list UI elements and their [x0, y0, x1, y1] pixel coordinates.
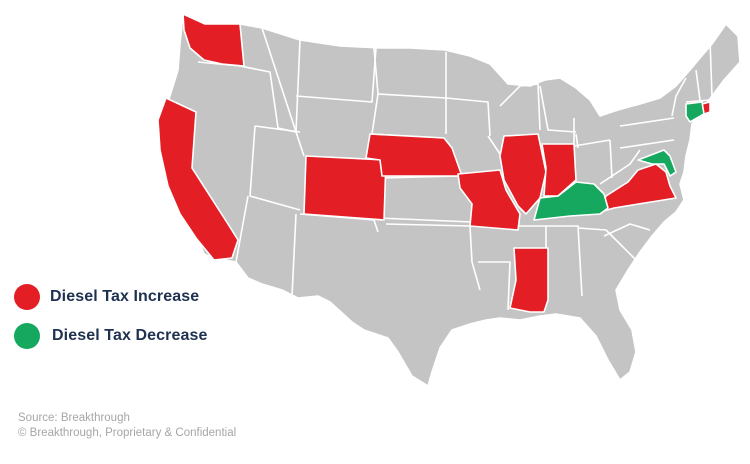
- state-nebraska: [365, 133, 463, 177]
- legend-label-decrease: Diesel Tax Decrease: [52, 327, 208, 344]
- state-colorado: [303, 155, 387, 221]
- state-maryland: [637, 149, 677, 177]
- state-kentucky: [533, 181, 609, 221]
- state-virginia: [599, 163, 677, 213]
- state-california: [157, 97, 239, 261]
- state-washington: [182, 13, 245, 67]
- legend-label-increase: Diesel Tax Increase: [50, 288, 200, 305]
- state-missouri: [457, 169, 521, 231]
- decrease-swatch-icon: [14, 323, 40, 349]
- state-mississippi: [509, 247, 549, 313]
- legend-item-decrease: Diesel Tax Decrease: [14, 323, 208, 349]
- increase-swatch-icon: [14, 284, 40, 310]
- legend-item-increase: Diesel Tax Increase: [14, 284, 199, 310]
- copyright-note: © Breakthrough, Proprietary & Confidenti…: [18, 427, 237, 439]
- us-mainland-shape: [159, 13, 741, 387]
- source-note: Source: Breakthrough: [18, 412, 130, 424]
- state-connecticut: [685, 101, 705, 123]
- state-illinois: [499, 133, 547, 215]
